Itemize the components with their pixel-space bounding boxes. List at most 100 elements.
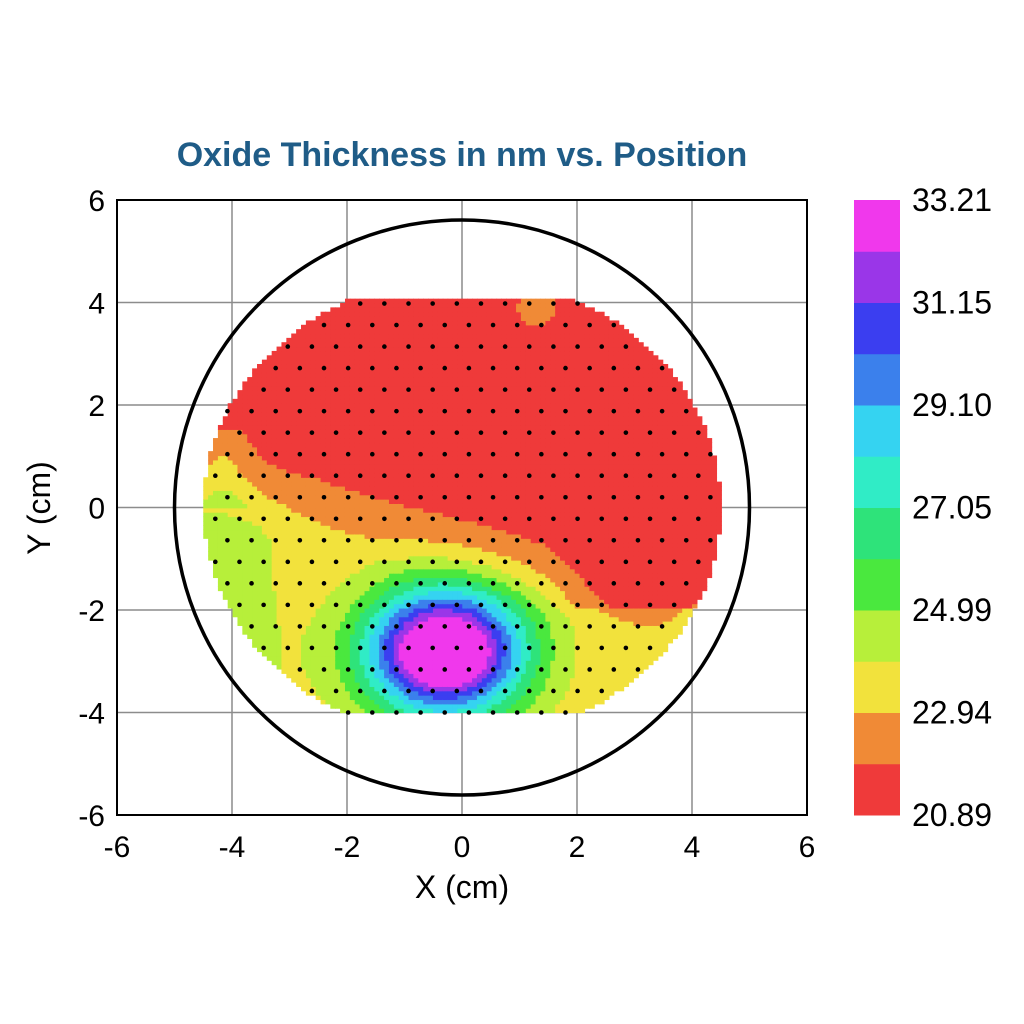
contour-cell xyxy=(305,603,312,609)
contour-cell xyxy=(388,468,395,474)
contour-cell xyxy=(310,677,317,683)
contour-cell xyxy=(281,429,287,435)
contour-cell xyxy=(330,647,336,653)
contour-cell xyxy=(452,682,458,687)
contour-cell xyxy=(291,355,297,361)
contour-cell xyxy=(305,346,312,352)
contour-cell xyxy=(457,394,463,400)
contour-cell xyxy=(472,555,478,561)
contour-cell xyxy=(403,394,410,400)
contour-cell xyxy=(457,329,463,335)
contour-cell xyxy=(320,673,327,679)
contour-cell xyxy=(315,485,322,491)
contour-cell xyxy=(291,660,297,666)
contour-cell xyxy=(403,612,410,618)
contour-cell xyxy=(481,695,488,701)
contour-cell xyxy=(247,546,253,552)
contour-cell xyxy=(472,468,478,474)
contour-cell xyxy=(344,555,351,561)
contour-cell xyxy=(301,490,307,496)
contour-cell xyxy=(437,612,444,618)
contour-cell xyxy=(408,551,415,557)
contour-cell xyxy=(388,533,395,539)
contour-cell xyxy=(379,577,385,583)
contour-cell xyxy=(442,551,449,557)
contour-cell xyxy=(413,459,419,465)
contour-cell xyxy=(379,708,385,714)
contour-cell xyxy=(418,438,424,444)
contour-cell xyxy=(344,695,351,701)
contour-cell xyxy=(462,407,468,413)
contour-cell xyxy=(354,468,361,474)
contour-cell xyxy=(213,555,219,561)
contour-cell xyxy=(408,485,415,491)
contour-cell xyxy=(266,407,273,413)
contour-cell xyxy=(486,429,493,435)
contour-cell xyxy=(315,651,322,657)
contour-cell xyxy=(408,481,415,487)
contour-cell xyxy=(457,316,463,322)
contour-cell xyxy=(408,607,415,613)
contour-cell xyxy=(222,568,229,574)
contour-cell xyxy=(398,520,405,526)
contour-cell xyxy=(227,599,234,605)
contour-cell xyxy=(486,468,493,474)
contour-cell xyxy=(496,485,502,491)
contour-cell xyxy=(301,438,307,444)
contour-cell xyxy=(291,394,297,400)
contour-cell xyxy=(340,398,346,404)
contour-cell xyxy=(467,342,473,348)
contour-cell xyxy=(315,586,322,592)
contour-cell xyxy=(242,512,248,518)
contour-cell xyxy=(242,629,248,635)
contour-cell xyxy=(344,429,351,435)
contour-cell xyxy=(222,499,229,504)
contour-cell xyxy=(481,381,488,387)
contour-cell xyxy=(286,660,292,666)
contour-cell xyxy=(472,407,478,413)
contour-cell xyxy=(486,651,493,657)
contour-cell xyxy=(335,568,341,574)
contour-cell xyxy=(364,599,371,605)
contour-cell xyxy=(266,590,273,596)
contour-cell xyxy=(252,451,258,457)
contour-cell xyxy=(491,516,498,522)
contour-cell xyxy=(388,647,395,653)
contour-cell xyxy=(310,564,317,570)
contour-cell xyxy=(369,433,375,439)
contour-cell xyxy=(374,311,380,317)
contour-cell xyxy=(247,420,253,426)
contour-cell xyxy=(340,664,346,670)
contour-cell xyxy=(286,355,292,361)
contour-cell xyxy=(472,307,478,313)
contour-cell xyxy=(423,660,429,666)
contour-cell xyxy=(462,690,468,696)
contour-cell xyxy=(486,538,493,544)
contour-cell xyxy=(232,472,239,478)
contour-cell xyxy=(476,612,483,618)
contour-cell xyxy=(310,542,317,548)
contour-cell xyxy=(340,320,346,326)
contour-cell xyxy=(418,660,424,666)
contour-cell xyxy=(467,433,473,439)
contour-cell xyxy=(413,503,419,509)
contour-cell xyxy=(271,612,278,618)
contour-cell xyxy=(486,398,493,404)
contour-cell xyxy=(491,512,498,518)
contour-cell xyxy=(340,329,346,335)
contour-cell xyxy=(384,616,390,622)
contour-cell xyxy=(462,560,468,565)
contour-cell xyxy=(476,451,483,457)
contour-cell xyxy=(276,664,283,670)
contour-cell xyxy=(335,664,341,670)
contour-cell xyxy=(305,568,312,574)
contour-cell xyxy=(232,512,239,518)
contour-cell xyxy=(359,372,366,378)
contour-cell xyxy=(476,481,483,487)
contour-cell xyxy=(344,690,351,696)
contour-cell xyxy=(257,525,263,531)
contour-cell xyxy=(481,455,488,461)
contour-cell xyxy=(428,677,434,683)
contour-cell xyxy=(261,520,268,526)
contour-cell xyxy=(261,368,268,374)
